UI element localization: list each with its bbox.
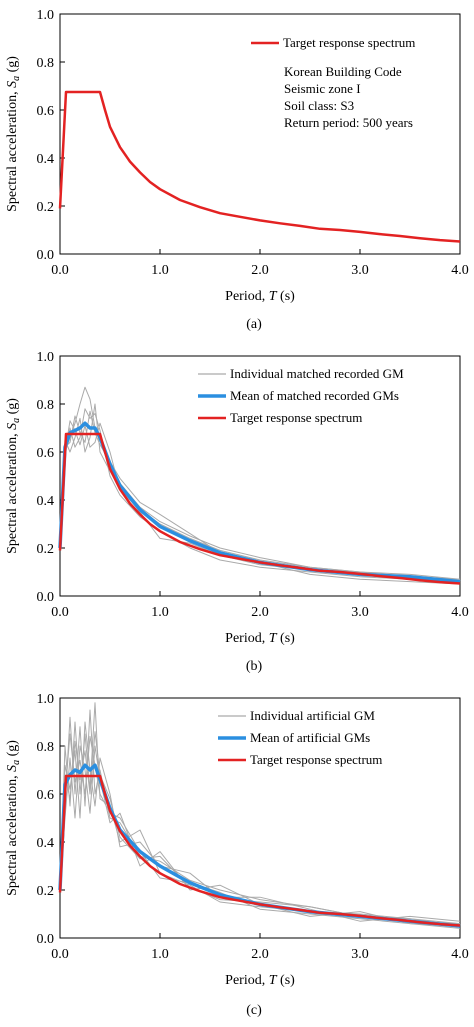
x-tick-label: 3.0 [351, 605, 369, 620]
individual-gm-line-5 [59, 420, 461, 580]
individual-gm-line-4 [59, 403, 461, 583]
panel-label: (c) [246, 1003, 262, 1018]
x-axis-label: Period, T (s) [225, 631, 295, 646]
chart-panel-b: 0.0 0.2 0.4 0.6 0.8 1.0 0.0 1.0 2.0 3.0 4.0 Spect… [0, 342, 474, 684]
x-tick-label: 4.0 [451, 605, 469, 620]
x-tick-label: 3.0 [351, 947, 369, 962]
annotation-block: Korean Building Code Seismic zone I Soil… [284, 64, 413, 130]
chart-panel-c: 0.0 0.2 0.4 0.6 0.8 1.0 0.0 1.0 2.0 3.0 4.0 Spect… [0, 684, 474, 1027]
plot-frame [59, 13, 461, 255]
x-axis-label: Period, T (s) [225, 289, 295, 304]
legend: Target response spectrum [251, 35, 415, 50]
y-axis: 0.0 0.2 0.4 0.6 0.8 1.0 [37, 8, 65, 263]
panel-label: (a) [246, 317, 262, 332]
x-axis: 0.0 1.0 2.0 3.0 4.0 [51, 249, 469, 278]
legend-label-mean: Mean of artificial GMs [250, 730, 370, 745]
y-tick-label: 0.2 [37, 542, 55, 557]
target-series-line [58, 432, 461, 585]
individual-gm-line-2 [59, 408, 461, 585]
y-tick-label: 0.0 [37, 932, 55, 947]
y-tick-label: 0.6 [37, 446, 55, 461]
legend-label-mean: Mean of matched recorded GMs [230, 388, 399, 403]
x-axis-label: Period, T (s) [225, 973, 295, 988]
series-layer [58, 386, 461, 585]
x-tick-label: 0.0 [51, 605, 69, 620]
y-tick-label: 0.4 [37, 836, 55, 851]
x-tick-label: 3.0 [351, 263, 369, 278]
x-axis: 0.0 1.0 2.0 3.0 4.0 [51, 933, 469, 962]
target-series-line [58, 90, 461, 243]
x-tick-label: 1.0 [151, 263, 169, 278]
y-tick-label: 0.0 [37, 590, 55, 605]
annotation-soil: Soil class: S3 [284, 98, 354, 113]
y-tick-label: 0.6 [37, 104, 55, 119]
chart-panel-a: 0.0 0.2 0.4 0.6 0.8 1.0 0.0 1.0 2.0 3.0 4.0 Spect… [0, 0, 474, 342]
annotation-code: Korean Building Code [284, 64, 402, 79]
legend: Individual matched recorded GM Mean of m… [198, 366, 404, 425]
x-axis: 0.0 1.0 2.0 3.0 4.0 [51, 591, 469, 620]
x-tick-label: 2.0 [251, 605, 269, 620]
y-axis: 0.0 0.2 0.4 0.6 0.8 1.0 [37, 692, 65, 947]
y-tick-label: 0.2 [37, 200, 55, 215]
series-layer [58, 90, 461, 243]
x-tick-label: 2.0 [251, 947, 269, 962]
y-axis: 0.0 0.2 0.4 0.6 0.8 1.0 [37, 350, 65, 605]
y-axis-label: Spectral acceleration, Sa (g) [5, 56, 22, 212]
legend-label-individual: Individual artificial GM [250, 708, 375, 723]
legend-label-individual: Individual matched recorded GM [230, 366, 404, 381]
x-tick-label: 4.0 [451, 263, 469, 278]
x-tick-label: 0.0 [51, 263, 69, 278]
x-tick-label: 0.0 [51, 947, 69, 962]
panel-label: (b) [246, 659, 263, 674]
y-tick-label: 0.8 [37, 398, 55, 413]
plot-area [59, 13, 461, 255]
series-layer [58, 702, 461, 929]
legend-label-target: Target response spectrum [250, 752, 382, 767]
x-tick-label: 1.0 [151, 605, 169, 620]
y-axis-label: Spectral acceleration, Sa (g) [5, 398, 22, 554]
y-tick-label: 0.0 [37, 248, 55, 263]
y-tick-label: 0.8 [37, 740, 55, 755]
annotation-zone: Seismic zone I [284, 81, 361, 96]
y-tick-label: 1.0 [37, 692, 55, 707]
y-tick-label: 0.4 [37, 494, 55, 509]
y-tick-label: 0.4 [37, 152, 55, 167]
y-tick-label: 1.0 [37, 8, 55, 23]
x-tick-label: 1.0 [151, 947, 169, 962]
chart-a: 0.0 0.2 0.4 0.6 0.8 1.0 0.0 1.0 2.0 3.0 4.0 Spect… [5, 8, 469, 332]
y-tick-label: 0.8 [37, 56, 55, 71]
legend: Individual artificial GM Mean of artific… [218, 708, 382, 767]
x-tick-label: 2.0 [251, 263, 269, 278]
x-tick-label: 4.0 [451, 947, 469, 962]
legend-label-target: Target response spectrum [283, 35, 415, 50]
chart-c: 0.0 0.2 0.4 0.6 0.8 1.0 0.0 1.0 2.0 3.0 4.0 Spect… [5, 692, 469, 1018]
y-tick-label: 0.6 [37, 788, 55, 803]
legend-label-target: Target response spectrum [230, 410, 362, 425]
y-tick-label: 0.2 [37, 884, 55, 899]
chart-b: 0.0 0.2 0.4 0.6 0.8 1.0 0.0 1.0 2.0 3.0 4.0 Spect… [5, 350, 469, 674]
annotation-return-period: Return period: 500 years [284, 115, 413, 130]
y-axis-label: Spectral acceleration, Sa (g) [5, 740, 22, 896]
y-tick-label: 1.0 [37, 350, 55, 365]
target-series-line [58, 774, 461, 927]
